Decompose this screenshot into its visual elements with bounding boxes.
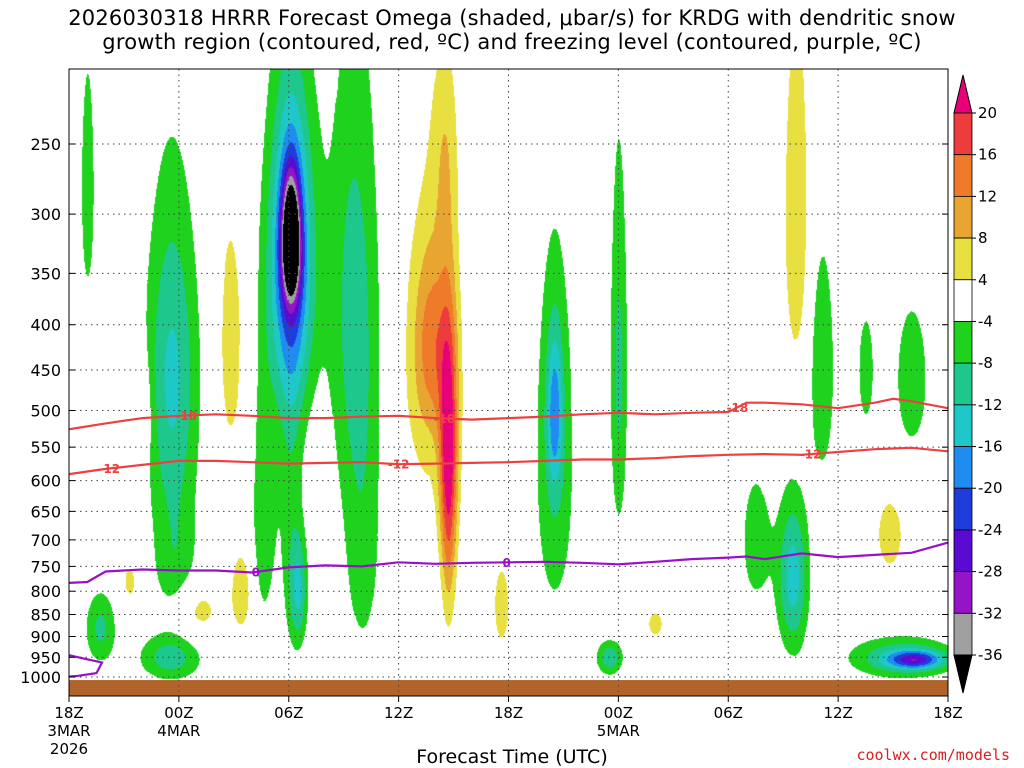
colorbar-label: 12 — [978, 187, 997, 205]
y-tick-label: 700 — [30, 531, 61, 550]
x-tick-label: 12Z — [823, 704, 852, 722]
colorbar-swatch — [953, 195, 973, 239]
colorbar: 20 16 12 8 4 -4 -8 -12 -16 -20 -24 -28 -32 -36 — [953, 74, 1003, 694]
contour-freezing-level — [69, 541, 948, 584]
contour-dgz-minus18 — [69, 397, 948, 431]
y-tick-label: 850 — [30, 606, 61, 625]
colorbar-swatch — [953, 404, 973, 447]
colorbar-swatch — [953, 362, 973, 406]
x-tick-label: 12Z — [384, 704, 413, 722]
colorbar-label: -36 — [978, 646, 1003, 664]
y-tick-label: 450 — [30, 361, 61, 380]
y-tick-label: 250 — [30, 135, 61, 154]
chart-title: 2026030318 HRRR Forecast Omega (shaded, … — [0, 6, 1024, 54]
x-tick-label: 06Z — [714, 704, 743, 722]
contour-label-dgz-minus12: -12 — [98, 462, 120, 476]
y-tick-label: 1000 — [20, 668, 61, 687]
y-axis: 250 300 350 400 450 500 550 600 650 700 750 800 850 9… — [20, 135, 948, 687]
colorbar-label: 16 — [978, 146, 997, 164]
x-tick-date-label: 3MAR — [47, 722, 90, 740]
y-tick-label: 400 — [30, 316, 61, 335]
colorbar-top-arrow — [953, 74, 973, 114]
y-tick-label: 900 — [30, 627, 61, 646]
contour-label-dgz-minus12: -12 — [800, 448, 822, 462]
x-tick-label: 06Z — [274, 704, 303, 722]
colorbar-label: -20 — [978, 479, 1003, 497]
x-axis-title: Forecast Time (UTC) — [416, 746, 608, 768]
colorbar-label: -4 — [978, 312, 993, 330]
colorbar-swatch — [953, 279, 973, 322]
colorbar-label: -8 — [978, 354, 993, 372]
credit-text: coolwx.com/models — [856, 746, 1010, 764]
colorbar-swatch — [953, 529, 973, 573]
colorbar-label: 4 — [978, 271, 988, 289]
contour-freezing-level-low — [69, 654, 104, 678]
x-tick-label: 00Z — [604, 704, 633, 722]
colorbar-swatch — [953, 112, 973, 156]
contour-label-dgz-minus12: -12 — [388, 458, 410, 472]
x-tick-label: 00Z — [164, 704, 193, 722]
x-tick-date-label: 4MAR — [157, 722, 200, 740]
x-tick-label: 18Z — [494, 704, 523, 722]
y-tick-label: 800 — [30, 582, 61, 601]
colorbar-swatch — [953, 321, 973, 364]
contours: -18 -18 -18 -12 -12 -12 0 0 — [69, 397, 948, 678]
x-tick-label: 18Z — [54, 704, 83, 722]
contour-label-dgz-minus18: -18 — [434, 412, 456, 426]
contour-label-dgz-minus18: -18 — [727, 401, 749, 415]
title-line-1: 2026030318 HRRR Forecast Omega (shaded, … — [68, 6, 956, 30]
contour-label-freezing-level: 0 — [252, 565, 260, 579]
contour-dgz-minus12 — [69, 446, 948, 476]
y-tick-label: 300 — [30, 205, 61, 224]
gridlines — [69, 69, 948, 696]
y-tick-label: 350 — [30, 264, 61, 283]
y-tick-label: 500 — [30, 402, 61, 421]
colorbar-swatch — [953, 571, 973, 614]
colorbar-label: 8 — [978, 229, 988, 247]
colorbar-swatch — [953, 237, 973, 281]
colorbar-label: 20 — [978, 104, 997, 122]
colorbar-label: -28 — [978, 563, 1003, 581]
y-tick-label: 650 — [30, 502, 61, 521]
colorbar-label: -12 — [978, 396, 1003, 414]
colorbar-label: -24 — [978, 521, 1003, 539]
colorbar-swatch — [953, 612, 973, 656]
contour-label-freezing-level: 0 — [502, 556, 510, 570]
colorbar-label: -16 — [978, 438, 1003, 456]
colorbar-swatch — [953, 487, 973, 531]
contour-label-dgz-minus18: -18 — [175, 409, 197, 423]
x-tick-label: 18Z — [933, 704, 962, 722]
colorbar-label: -32 — [978, 604, 1003, 622]
colorbar-swatch — [953, 446, 973, 489]
y-tick-label: 750 — [30, 557, 61, 576]
terrain-bar — [69, 680, 948, 696]
y-tick-label: 600 — [30, 472, 61, 491]
x-tick-year-label: 2026 — [50, 740, 88, 758]
y-tick-label: 950 — [30, 648, 61, 667]
y-tick-label: 550 — [30, 438, 61, 457]
title-line-2: growth region (contoured, red, ºC) and f… — [102, 30, 922, 54]
colorbar-swatch — [953, 154, 973, 197]
x-tick-date-label: 5MAR — [597, 722, 640, 740]
colorbar-bottom-arrow — [953, 654, 973, 694]
